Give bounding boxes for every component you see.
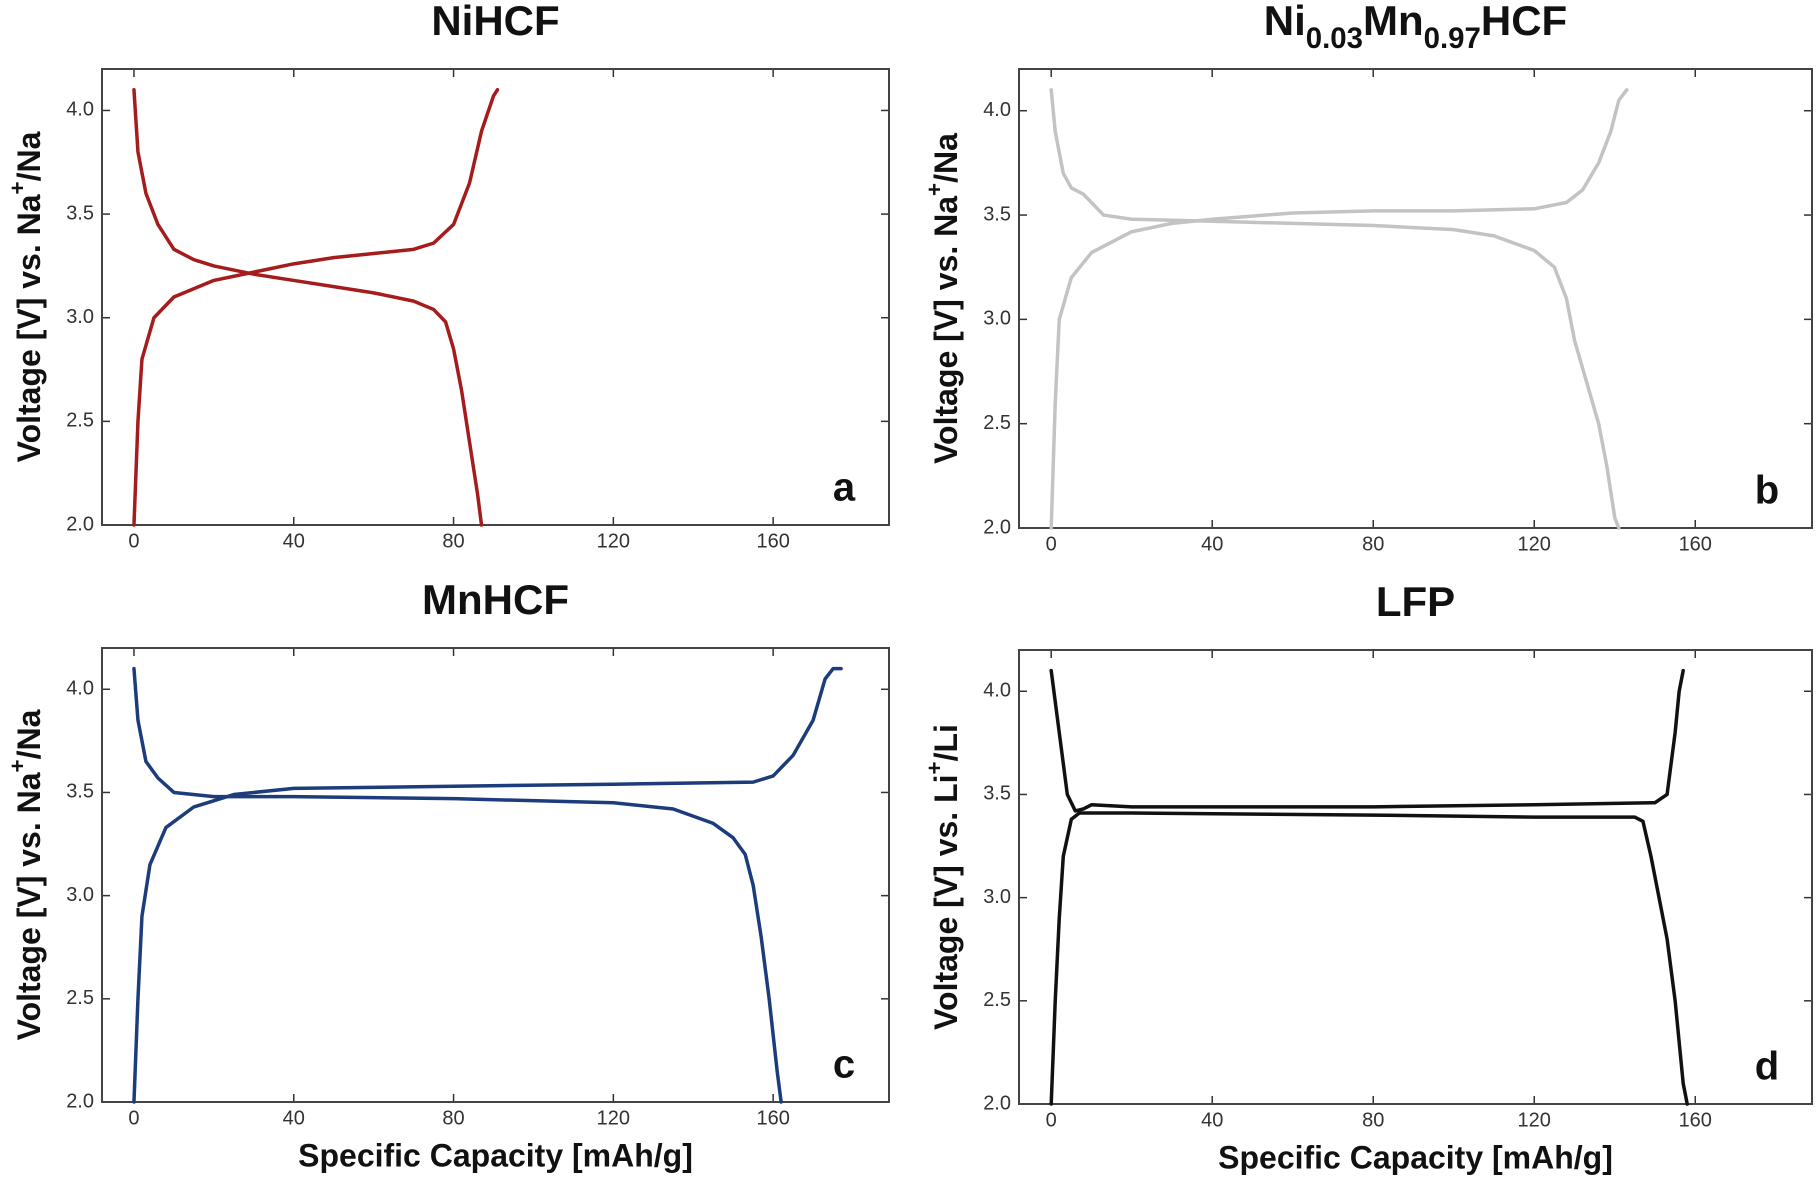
x-tick-label: 160 [1679,533,1712,555]
panel-letter: b [1755,469,1779,513]
panel: LFP Voltage [V] vs. Li+/Li Specific Capaci… [922,578,1813,1175]
text-part: MnHCF [422,576,569,623]
voltage-curve [1049,668,1685,813]
plot-frame [101,647,890,1103]
text-part: Mn [1363,0,1424,44]
chart-title: MnHCF [422,576,569,623]
text-part: Voltage [V] vs. Na [928,196,964,464]
superscript: + [5,759,30,772]
x-tick-label: 0 [1046,1109,1057,1131]
voltage-curve [132,87,500,527]
y-tick-label: 3.0 [983,308,1011,330]
voltage-curve [132,666,783,1104]
y-tick-label: 2.5 [983,989,1011,1011]
y-axis-label: Voltage [V] vs. Na+/Na [5,709,47,1040]
title-subscript: 0.97 [1424,22,1481,55]
voltage-curve [1049,88,1621,530]
panel: Ni0.03Mn0.97HCF Voltage [V] vs. Na+/Na 0 40… [922,0,1813,555]
y-tick-label: 2.5 [66,410,94,432]
x-tick-label: 120 [597,1107,630,1129]
plot-frame [1018,68,1813,529]
x-tick-label: 80 [442,1107,464,1129]
text-part: /Na [928,133,964,183]
chart-title: NiHCF [431,0,559,44]
x-tick-label: 40 [1201,1109,1223,1131]
x-tick-label: 80 [1362,533,1384,555]
voltage-curve [132,87,484,527]
y-tick-label: 3.5 [66,202,94,224]
y-tick-label: 2.0 [983,516,1011,538]
text-part: /Na [11,709,47,759]
superscript: + [922,183,947,196]
x-tick-label: 0 [128,1107,139,1129]
y-tick-label: 3.5 [983,783,1011,805]
chart-title: LFP [1376,578,1455,625]
x-tick-label: 40 [1201,533,1223,555]
y-tick-label: 3.0 [66,884,94,906]
x-tick-label: 40 [283,1107,305,1129]
y-tick-label: 4.0 [66,678,94,700]
x-tick-label: 120 [1518,533,1551,555]
text-part: Voltage [V] vs. Na [11,772,47,1040]
y-axis-label: Voltage [V] vs. Li+/Li [922,724,964,1030]
panel: NiHCF Voltage [V] vs. Na+/Na 0 40 80 120 160 2.… [5,0,890,552]
plot-frame [101,68,890,526]
y-tick-label: 2.5 [983,412,1011,434]
voltage-curve [132,666,843,1104]
voltage-curve [1049,88,1629,530]
x-tick-label: 80 [1362,1109,1384,1131]
y-tick-label: 2.5 [66,987,94,1009]
y-tick-label: 2.0 [66,1090,94,1112]
x-tick-label: 0 [128,530,139,552]
x-axis-label: Specific Capacity [mAh/g] [298,1137,693,1173]
y-tick-label: 4.0 [66,99,94,121]
panel-letter: c [833,1043,855,1087]
x-tick-label: 0 [1046,533,1057,555]
x-axis-label: Specific Capacity [mAh/g] [1218,1139,1613,1175]
y-tick-label: 3.0 [983,886,1011,908]
text-part: /Li [928,724,964,761]
voltage-curve [1049,811,1689,1106]
text-part: NiHCF [431,0,559,44]
x-tick-label: 120 [597,530,630,552]
y-axis-label: Voltage [V] vs. Na+/Na [5,131,47,462]
y-tick-label: 4.0 [983,99,1011,121]
panel: MnHCF Voltage [V] vs. Na+/Na Specific Capa… [5,576,890,1173]
chart-title: Ni0.03Mn0.97HCF [1264,0,1567,55]
y-tick-label: 3.5 [66,781,94,803]
x-tick-label: 120 [1518,1109,1551,1131]
superscript: + [5,181,30,194]
y-tick-label: 3.0 [66,306,94,328]
text-part: /Na [11,131,47,181]
text-part: HCF [1481,0,1567,44]
panel-letter: d [1755,1045,1779,1089]
text-part: Ni [1264,0,1306,44]
x-tick-label: 160 [756,1107,789,1129]
plot-frame [1018,649,1813,1105]
superscript: + [922,761,947,774]
x-tick-label: 40 [283,530,305,552]
y-tick-label: 3.5 [983,203,1011,225]
title-subscript: 0.03 [1306,22,1363,55]
y-axis-label: Voltage [V] vs. Na+/Na [922,133,964,464]
y-tick-label: 4.0 [983,680,1011,702]
panel-letter: a [833,466,856,510]
text-part: Voltage [V] vs. Na [11,194,47,462]
y-tick-label: 2.0 [66,513,94,535]
text-part: Voltage [V] vs. Li [928,774,964,1029]
y-tick-label: 2.0 [983,1092,1011,1114]
x-tick-label: 80 [442,530,464,552]
x-tick-label: 160 [756,530,789,552]
text-part: LFP [1376,578,1455,625]
x-tick-label: 160 [1679,1109,1712,1131]
